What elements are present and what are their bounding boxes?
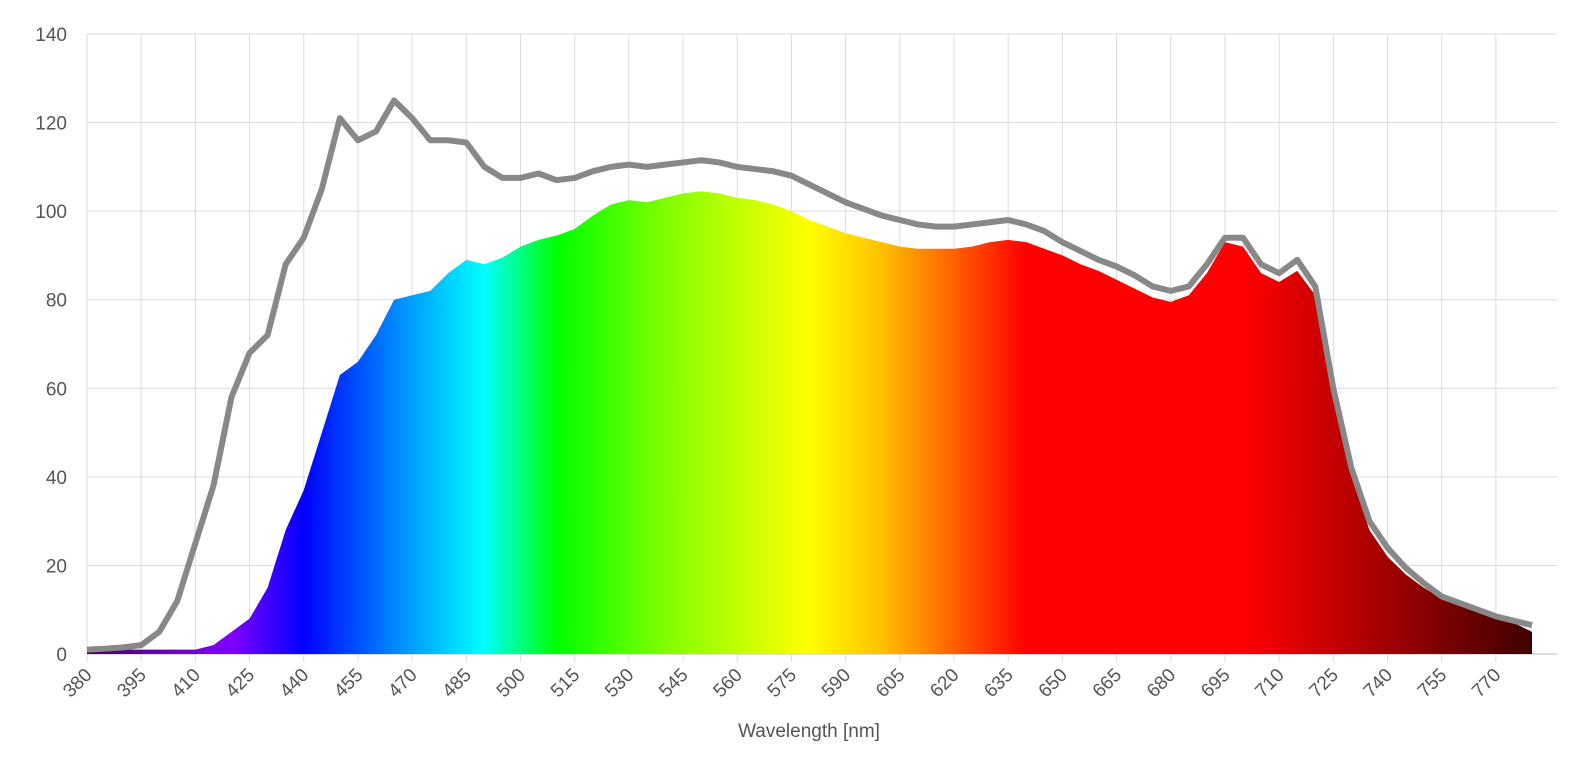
- x-tick-label: 425: [222, 665, 259, 702]
- x-tick-label: 605: [872, 665, 909, 702]
- spectrum-area: [87, 191, 1532, 654]
- x-tick-label: 755: [1414, 665, 1451, 702]
- x-tick-label: 575: [764, 665, 801, 702]
- y-tick-label: 60: [46, 379, 67, 400]
- line: [86, 97, 1533, 653]
- x-tick-label: 560: [710, 665, 747, 702]
- x-tick-label: 515: [547, 665, 584, 702]
- x-tick-label: 455: [330, 665, 367, 702]
- x-tick-label: 740: [1360, 665, 1397, 702]
- x-tick-label: 590: [818, 665, 855, 702]
- x-tick-label: 485: [439, 665, 476, 702]
- y-tick-label: 20: [46, 556, 67, 577]
- y-tick-label: 120: [35, 114, 67, 135]
- x-tick-label: 635: [980, 665, 1017, 702]
- x-tick-label: 680: [1143, 665, 1180, 702]
- x-tick-label: 665: [1089, 665, 1126, 702]
- x-tick-label: 410: [168, 665, 205, 702]
- x-tick-label: 770: [1468, 665, 1505, 702]
- x-tick-label: 530: [601, 665, 638, 702]
- x-tick-label: 620: [926, 665, 963, 702]
- x-tick-label: 440: [276, 665, 313, 702]
- x-tick-label: 500: [493, 665, 530, 702]
- y-tick-label: 80: [46, 291, 67, 312]
- x-tick-label: 650: [1035, 665, 1072, 702]
- x-axis-title: Wavelength [nm]: [738, 721, 880, 742]
- y-tick-label: 0: [56, 645, 67, 666]
- x-tick-label: 710: [1251, 665, 1288, 702]
- y-tick-label: 100: [35, 202, 67, 223]
- x-tick-label: 725: [1306, 665, 1343, 702]
- x-tick-label: 470: [384, 665, 421, 702]
- x-tick-label: 545: [655, 665, 692, 702]
- y-tick-label: 40: [46, 468, 67, 489]
- x-tick-label: 695: [1197, 665, 1234, 702]
- x-tick-label: 395: [113, 665, 150, 702]
- y-tick-label: 140: [35, 25, 67, 46]
- x-tick-label: 380: [59, 665, 96, 702]
